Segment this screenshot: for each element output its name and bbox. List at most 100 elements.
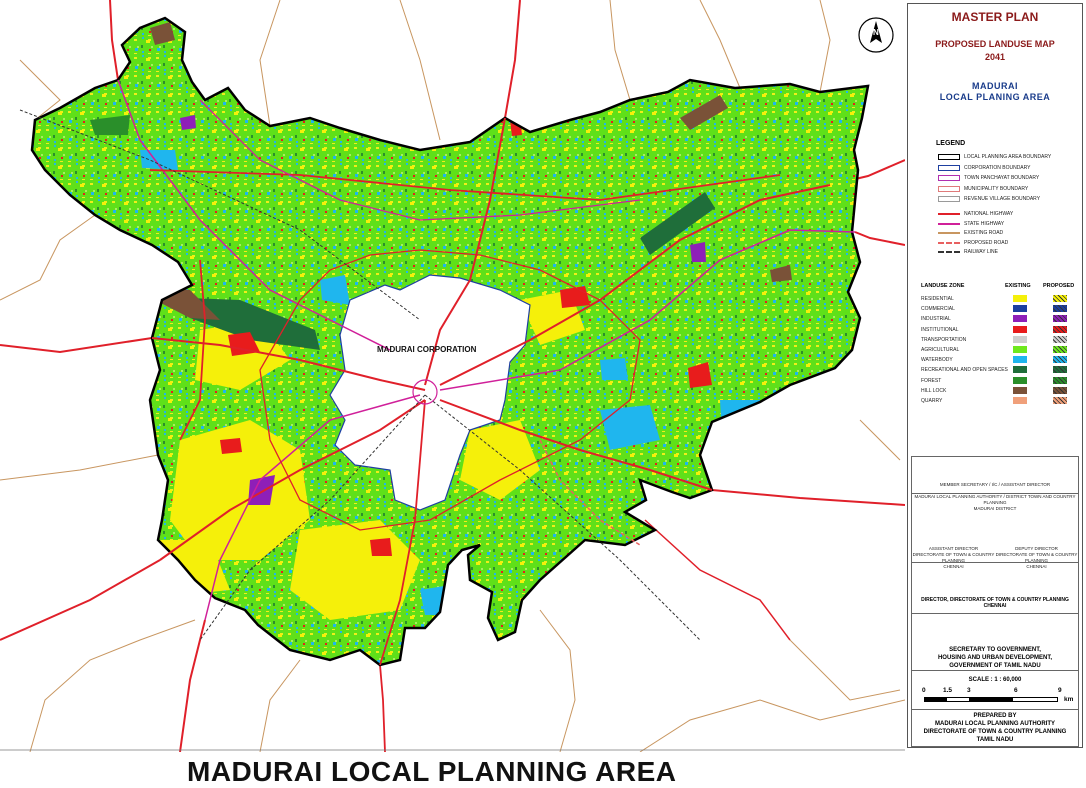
- bottom-title: MADURAI LOCAL PLANNING AREA: [187, 756, 677, 787]
- landuse-row: INDUSTRIAL: [921, 314, 1076, 324]
- proposed-swatch: [1053, 335, 1067, 343]
- proposed-swatch: [1053, 295, 1067, 302]
- scale-tick-label: 6: [1014, 687, 1018, 694]
- member-secretary-block: MEMBER SECRETARY / I/C / ASSISTANT DIREC…: [911, 456, 1079, 494]
- proposed-swatch: [1053, 386, 1067, 394]
- legend-line-row: STATE HIGHWAY: [938, 219, 1004, 229]
- existing-swatch: [1013, 335, 1027, 343]
- legend-boundary-row: CORPORATION BOUNDARY: [938, 163, 1031, 173]
- landuse-row: RESIDENTIAL: [921, 294, 1076, 304]
- legend-boundary-row: MUNICIPALITY BOUNDARY: [938, 184, 1028, 194]
- legend-boundary-row: LOCAL PLANNING AREA BOUNDARY: [938, 152, 1051, 162]
- scale-unit: km: [1064, 696, 1074, 703]
- existing-swatch: [1013, 376, 1027, 384]
- existing-swatch: [1013, 325, 1027, 333]
- landuse-label: RESIDENTIAL: [921, 296, 954, 302]
- existing-swatch: [1013, 366, 1027, 374]
- proposed-swatch: [1053, 356, 1067, 364]
- landuse-row: WATERBODY: [921, 355, 1076, 365]
- legend-label: EXISTING ROAD: [964, 230, 1004, 236]
- landuse-label: INDUSTRIAL: [921, 316, 951, 323]
- proposed-title: PROPOSED LANDUSE MAP: [935, 39, 1055, 49]
- master-plan-title: MASTER PLAN: [951, 10, 1039, 24]
- legend-panel: MASTER PLAN PROPOSED LANDUSE MAP 2041 MA…: [907, 3, 1083, 748]
- landuse-row: QUARRY: [921, 396, 1076, 406]
- landuse-map[interactable]: MADURAI CORPORATION N: [0, 0, 905, 752]
- landuse-label: RECREATIONAL AND OPEN SPACES: [921, 367, 1008, 374]
- proposed-swatch: [1053, 315, 1067, 323]
- member-line-3: MADURAI DISTRICT: [973, 506, 1017, 511]
- scale-tick-label: 9: [1058, 687, 1062, 694]
- legend-boundary-row: REVENUE VILLAGE BOUNDARY: [938, 194, 1040, 204]
- legend-label: LOCAL PLANNING AREA BOUNDARY: [964, 154, 1052, 160]
- proposed-swatch: [1053, 346, 1067, 353]
- scale-title: SCALE : 1 : 60,000: [968, 677, 1022, 683]
- landuse-label: QUARRY: [921, 398, 943, 404]
- line-swatch: [938, 251, 960, 253]
- landuse-label: HILL LOCK: [921, 387, 947, 394]
- year-title: 2041: [984, 52, 1006, 62]
- proposed-heading: PROPOSED: [1043, 283, 1075, 289]
- boundary-swatch: [938, 175, 960, 181]
- legend-label: PROPOSED ROAD: [964, 239, 1009, 246]
- legend-line-row: NATIONAL HIGHWAY: [938, 209, 1013, 219]
- scale-block: SCALE : 1 : 60,000 0 1.5 3 6 9 km: [911, 670, 1079, 710]
- legend-label: NATIONAL HIGHWAY: [964, 211, 1014, 217]
- director-block: DIRECTOR, DIRECTORATE OF TOWN & COUNTRY …: [911, 562, 1079, 614]
- corporation-area: [330, 275, 530, 510]
- planning-area-fill: [32, 18, 868, 665]
- landuse-row: FOREST: [921, 376, 1076, 386]
- landuse-row: HILL LOCK: [921, 386, 1076, 396]
- landuse-row: TRANSPORTATION: [921, 335, 1076, 345]
- existing-swatch: [1013, 356, 1027, 364]
- proposed-swatch: [1053, 376, 1067, 384]
- legend-line-row: EXISTING ROAD: [938, 228, 1003, 238]
- existing-swatch: [1013, 295, 1027, 302]
- scale-tick-label: 3: [967, 687, 971, 694]
- landuse-label: COMMERCIAL: [921, 306, 955, 313]
- existing-swatch: [1013, 386, 1027, 394]
- existing-swatch: [1013, 346, 1027, 353]
- inner-roads: [19, 79, 856, 666]
- legend-boundary-row: TOWN PANCHAYAT BOUNDARY: [938, 173, 1039, 183]
- existing-swatch: [1013, 305, 1027, 313]
- prepared-block: PREPARED BY MADURAI LOCAL PLANNING AUTHO…: [911, 709, 1079, 747]
- landuse-row: RECREATIONAL AND OPEN SPACES: [921, 365, 1076, 375]
- boundary-swatch: [938, 154, 960, 160]
- scale-tick-label: 0: [922, 687, 926, 694]
- legend-label: RAILWAY LINE: [964, 249, 998, 255]
- corporation-label: MADURAI CORPORATION: [377, 345, 477, 354]
- legend-label: REVENUE VILLAGE BOUNDARY: [964, 196, 1041, 202]
- legend-label: STATE HIGHWAY: [964, 220, 1005, 227]
- proposed-swatch: [1053, 397, 1067, 404]
- line-swatch: [938, 222, 960, 225]
- member-line: MEMBER SECRETARY / I/C / ASSISTANT DIREC…: [939, 482, 1051, 487]
- outer-roads: [0, 0, 905, 752]
- landuse-heading: LANDUSE ZONE: [921, 283, 965, 289]
- city-title: MADURAI: [972, 81, 1018, 91]
- boundary-swatch: [938, 164, 960, 171]
- line-swatch: [938, 213, 960, 215]
- line-swatch: [938, 241, 960, 244]
- member-line-2: MADURAI LOCAL PLANNING AUTHORITY / DISTR…: [914, 494, 1076, 505]
- deputy-director: DEPUTY DIRECTOR DIRECTORATE OF TOWN & CO…: [995, 546, 1078, 569]
- landuse-row: INSTITUTIONAL: [921, 325, 1076, 335]
- boundary-swatch: [938, 196, 960, 202]
- existing-swatch: [1013, 397, 1027, 404]
- landuse-label: TRANSPORTATION: [921, 336, 967, 343]
- scale-bar: [924, 697, 1058, 702]
- secretary-block: SECRETARY TO GOVERNMENT, HOUSING AND URB…: [911, 613, 1079, 671]
- existing-swatch: [1013, 315, 1027, 323]
- legend-label: CORPORATION BOUNDARY: [964, 164, 1031, 171]
- scale-tick-label: 1.5: [943, 687, 953, 694]
- landuse-label: AGRICULTURAL: [921, 347, 960, 353]
- legend-label: MUNICIPALITY BOUNDARY: [964, 185, 1029, 192]
- landuse-label: FOREST: [921, 377, 942, 384]
- proposed-swatch: [1053, 366, 1067, 374]
- proposed-swatch: [1053, 325, 1067, 333]
- north-arrow-icon: N: [858, 17, 894, 53]
- landuse-row: COMMERCIAL: [921, 304, 1076, 314]
- signatory-block: MADURAI LOCAL PLANNING AUTHORITY / DISTR…: [911, 493, 1079, 569]
- landuse-label: INSTITUTIONAL: [921, 326, 959, 333]
- legend-line-row: PROPOSED ROAD: [938, 238, 1008, 248]
